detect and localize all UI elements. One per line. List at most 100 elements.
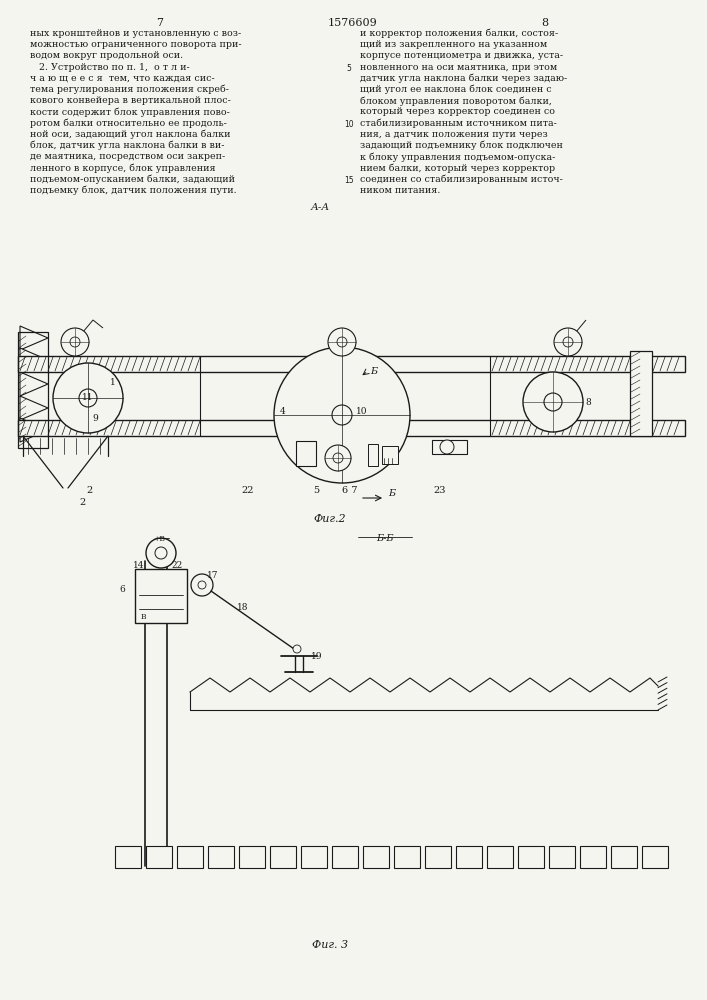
Text: соединен со стабилизированным источ-: соединен со стабилизированным источ- <box>360 175 563 184</box>
Text: кового конвейера в вертикальной плос-: кового конвейера в вертикальной плос- <box>30 96 231 105</box>
Text: Фиг. 3: Фиг. 3 <box>312 940 348 950</box>
Polygon shape <box>20 396 48 420</box>
Circle shape <box>337 337 347 347</box>
Bar <box>146 846 172 868</box>
Text: В: В <box>141 613 146 621</box>
Bar <box>425 846 451 868</box>
Text: 2: 2 <box>80 498 86 507</box>
Text: 14: 14 <box>133 561 144 570</box>
Bar <box>18 356 685 372</box>
Text: 8: 8 <box>542 18 549 28</box>
Circle shape <box>61 328 89 356</box>
Circle shape <box>293 645 301 653</box>
Text: 6 7: 6 7 <box>342 486 358 495</box>
Text: блоком управления поворотом балки,: блоком управления поворотом балки, <box>360 96 552 106</box>
Text: 11: 11 <box>82 393 93 402</box>
Bar <box>18 332 48 448</box>
Text: 2. Устройство по п. 1,  о т л и-: 2. Устройство по п. 1, о т л и- <box>30 63 189 72</box>
Text: 4: 4 <box>280 407 286 416</box>
Text: подъемку блок, датчик положения пути.: подъемку блок, датчик положения пути. <box>30 186 237 195</box>
Text: 7: 7 <box>156 18 163 28</box>
Text: 22: 22 <box>242 486 255 495</box>
Text: корпусе потенциометра и движка, уста-: корпусе потенциометра и движка, уста- <box>360 51 563 60</box>
Bar <box>549 846 575 868</box>
Circle shape <box>155 547 167 559</box>
Text: 9: 9 <box>92 414 98 423</box>
Text: который через корректор соединен со: который через корректор соединен со <box>360 107 555 116</box>
Text: кости содержит блок управления пово-: кости содержит блок управления пово- <box>30 107 230 117</box>
Text: можностью ограниченного поворота при-: можностью ограниченного поворота при- <box>30 40 242 49</box>
Text: 5: 5 <box>313 486 319 495</box>
Polygon shape <box>20 348 48 372</box>
Polygon shape <box>20 326 48 350</box>
Text: Б-Б: Б-Б <box>376 534 394 543</box>
Bar <box>270 846 296 868</box>
Circle shape <box>332 405 352 425</box>
Text: стабилизированным источником пита-: стабилизированным источником пита- <box>360 119 557 128</box>
Circle shape <box>70 337 80 347</box>
Circle shape <box>146 538 176 568</box>
Bar <box>208 846 234 868</box>
Polygon shape <box>20 372 48 396</box>
Bar <box>332 846 358 868</box>
Text: 10: 10 <box>344 120 354 129</box>
Text: Б: Б <box>370 367 377 376</box>
Text: 8: 8 <box>585 398 591 407</box>
Text: 18: 18 <box>237 603 248 612</box>
Circle shape <box>554 328 582 356</box>
Circle shape <box>198 581 206 589</box>
Circle shape <box>544 393 562 411</box>
Text: подъемом-опусканием балки, задающий: подъемом-опусканием балки, задающий <box>30 175 235 184</box>
Text: датчик угла наклона балки через задаю-: датчик угла наклона балки через задаю- <box>360 74 567 83</box>
Text: и корректор положения балки, состоя-: и корректор положения балки, состоя- <box>360 29 559 38</box>
Text: нием балки, который через корректор: нием балки, который через корректор <box>360 163 555 173</box>
Text: ч а ю щ е е с я  тем, что каждая сис-: ч а ю щ е е с я тем, что каждая сис- <box>30 74 215 83</box>
Text: 1576609: 1576609 <box>328 18 378 28</box>
Bar <box>363 846 389 868</box>
Circle shape <box>274 347 410 483</box>
Text: 19: 19 <box>311 652 322 661</box>
Text: А-А: А-А <box>310 203 329 212</box>
Text: к блоку управления подъемом-опуска-: к блоку управления подъемом-опуска- <box>360 152 556 162</box>
Bar <box>239 846 265 868</box>
Bar <box>18 420 685 436</box>
Text: 6: 6 <box>119 585 124 594</box>
Circle shape <box>191 574 213 596</box>
Bar <box>296 441 316 466</box>
Text: 22: 22 <box>171 561 182 570</box>
Bar <box>135 569 187 623</box>
Text: 10: 10 <box>356 407 368 416</box>
Text: ленного в корпусе, блок управления: ленного в корпусе, блок управления <box>30 163 216 173</box>
Text: тема регулирования положения скреб-: тема регулирования положения скреб- <box>30 85 229 95</box>
Bar <box>368 444 378 466</box>
Bar <box>456 846 482 868</box>
Circle shape <box>333 453 343 463</box>
Text: 17: 17 <box>207 571 218 580</box>
Text: ником питания.: ником питания. <box>360 186 440 195</box>
Text: Б: Б <box>388 489 395 498</box>
Circle shape <box>79 389 97 407</box>
Circle shape <box>440 440 454 454</box>
Bar <box>611 846 637 868</box>
Text: щий угол ее наклона блок соединен с: щий угол ее наклона блок соединен с <box>360 85 551 95</box>
Text: 15: 15 <box>344 176 354 185</box>
Text: ной оси, задающий угол наклона балки: ной оси, задающий угол наклона балки <box>30 130 230 139</box>
Circle shape <box>328 328 356 356</box>
Text: 1: 1 <box>110 378 116 387</box>
Bar <box>382 446 398 464</box>
Text: водом вокруг продольной оси.: водом вокруг продольной оси. <box>30 51 183 60</box>
Text: Фиг.2: Фиг.2 <box>314 514 346 524</box>
Bar <box>642 846 668 868</box>
Polygon shape <box>20 418 48 442</box>
Text: блок, датчик угла наклона балки в ви-: блок, датчик угла наклона балки в ви- <box>30 141 225 150</box>
Bar <box>432 440 467 454</box>
Text: задающий подъемнику блок подключен: задающий подъемнику блок подключен <box>360 141 563 150</box>
Bar <box>518 846 544 868</box>
Circle shape <box>53 363 123 433</box>
Circle shape <box>325 445 351 471</box>
Text: щий из закрепленного на указанном: щий из закрепленного на указанном <box>360 40 547 49</box>
Text: 2: 2 <box>87 486 93 495</box>
Text: ных кронштейнов и установленную с воз-: ных кронштейнов и установленную с воз- <box>30 29 241 38</box>
Circle shape <box>563 337 573 347</box>
Bar <box>115 846 141 868</box>
